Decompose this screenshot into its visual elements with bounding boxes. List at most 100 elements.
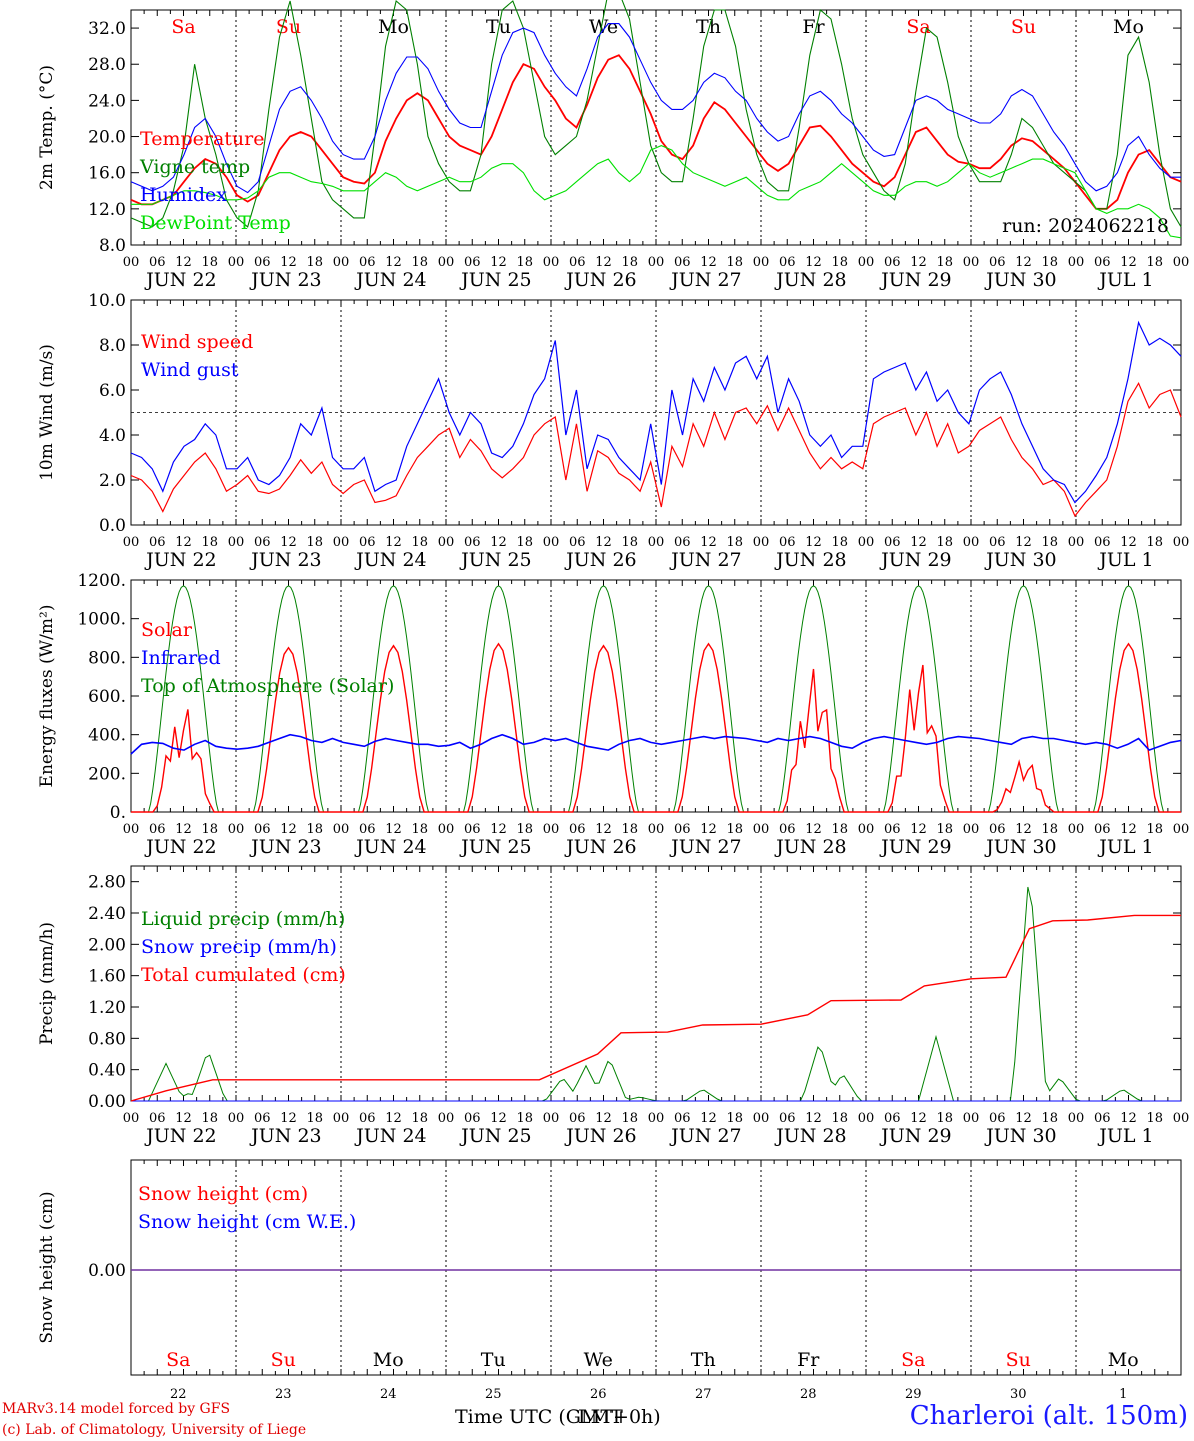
hour-tick-label: 12 bbox=[490, 535, 507, 550]
y-axis-label: 2m Temp. (°C) bbox=[37, 65, 57, 190]
hour-tick-label: 06 bbox=[569, 822, 586, 837]
hour-tick-label: 12 bbox=[805, 1111, 822, 1126]
panel-4: 0.00 0.40 0.80 1.20 1.60 2.00 2.40 2.80 Precip (… bbox=[37, 865, 1189, 1147]
x-axis-label: Time UTC (GMT+0h) bbox=[455, 1406, 661, 1428]
hour-tick-label: 18 bbox=[201, 822, 218, 837]
panel-5: Snow height (cm) 0.00 Sa Su Mo Tu We Th Fr Sa Su Mo… bbox=[37, 1159, 1182, 1428]
hour-tick-label: 00 bbox=[543, 255, 560, 270]
hour-tick-label: 06 bbox=[779, 535, 796, 550]
x-axis-label-overprint: LMT bbox=[578, 1406, 623, 1428]
date-label: JUN 26 bbox=[564, 836, 636, 858]
hour-tick-label: 00 bbox=[858, 255, 875, 270]
hour-tick-label: 12 bbox=[910, 535, 927, 550]
date-label: JUN 30 bbox=[984, 1125, 1056, 1147]
legend-top-of-atmosphere-solar-: Top of Atmosphere (Solar) bbox=[141, 675, 394, 697]
date-label: JUN 26 bbox=[564, 269, 636, 291]
hour-tick-label: 18 bbox=[411, 822, 428, 837]
legend-humidex: Humidex bbox=[140, 184, 227, 206]
day-number-label: 30 bbox=[1010, 1387, 1027, 1402]
hour-tick-label: 12 bbox=[1015, 1111, 1032, 1126]
y-tick-label: 2.80 bbox=[88, 873, 126, 893]
hour-tick-label: 06 bbox=[779, 1111, 796, 1126]
hour-tick-label: 18 bbox=[726, 822, 743, 837]
day-number-label: 26 bbox=[590, 1387, 607, 1402]
date-label: JUN 25 bbox=[459, 1125, 531, 1147]
date-label: JUN 25 bbox=[459, 836, 531, 858]
hour-tick-label: 06 bbox=[989, 255, 1006, 270]
date-label: JUN 29 bbox=[879, 836, 951, 858]
date-label: JUN 22 bbox=[144, 549, 216, 571]
hour-tick-label: 12 bbox=[805, 535, 822, 550]
date-label: JUN 23 bbox=[249, 269, 321, 291]
hour-tick-label: 12 bbox=[595, 1111, 612, 1126]
hour-tick-label: 00 bbox=[123, 535, 140, 550]
hour-tick-label: 12 bbox=[700, 822, 717, 837]
hour-tick-label: 00 bbox=[753, 1111, 770, 1126]
hour-tick-label: 12 bbox=[175, 255, 192, 270]
y-tick-label: 10.0 bbox=[88, 291, 126, 311]
hour-tick-label: 00 bbox=[438, 255, 455, 270]
hour-tick-label: 18 bbox=[306, 1111, 323, 1126]
series-wind-gust bbox=[130, 320, 1182, 504]
legend-liquid-precip-mm-h-: Liquid precip (mm/h) bbox=[141, 908, 345, 930]
hour-tick-label: 06 bbox=[1094, 1111, 1111, 1126]
hour-tick-label: 12 bbox=[490, 1111, 507, 1126]
hour-tick-label: 18 bbox=[516, 255, 533, 270]
hour-tick-label: 18 bbox=[306, 535, 323, 550]
y-tick-label: 0.00 bbox=[88, 1261, 126, 1281]
y-axis-label: 10m Wind (m/s) bbox=[37, 344, 57, 481]
hour-tick-label: 00 bbox=[1173, 535, 1190, 550]
hour-tick-label: 12 bbox=[805, 822, 822, 837]
date-label: JUN 30 bbox=[984, 269, 1056, 291]
weekday-label: We bbox=[589, 16, 618, 38]
y-axis-label: Snow height (cm) bbox=[37, 1191, 57, 1343]
day-number-label: 22 bbox=[170, 1387, 187, 1402]
y-tick-label: 600. bbox=[88, 687, 126, 707]
hour-tick-label: 00 bbox=[858, 1111, 875, 1126]
hour-tick-label: 18 bbox=[516, 822, 533, 837]
hour-tick-label: 18 bbox=[831, 255, 848, 270]
hour-tick-label: 06 bbox=[254, 255, 271, 270]
model-credit-line-1: MARv3.14 model forced by GFS bbox=[2, 1401, 231, 1417]
hour-tick-label: 18 bbox=[201, 535, 218, 550]
date-label: JUN 25 bbox=[459, 269, 531, 291]
hour-tick-label: 00 bbox=[963, 1111, 980, 1126]
series-solar bbox=[131, 642, 1181, 813]
hour-tick-label: 18 bbox=[621, 822, 638, 837]
hour-tick-label: 00 bbox=[228, 822, 245, 837]
weekday-label: Sa bbox=[906, 16, 930, 38]
y-tick-label: 24.0 bbox=[88, 91, 126, 111]
weekday-label: Sa bbox=[171, 16, 195, 38]
hour-tick-label: 00 bbox=[1068, 255, 1085, 270]
hour-tick-label: 00 bbox=[228, 535, 245, 550]
model-credit-line-2: (c) Lab. of Climatology, University of L… bbox=[2, 1422, 307, 1438]
hour-tick-label: 06 bbox=[674, 535, 691, 550]
hour-tick-label: 00 bbox=[648, 1111, 665, 1126]
y-tick-label: 32.0 bbox=[88, 19, 126, 39]
hour-tick-label: 06 bbox=[674, 1111, 691, 1126]
y-tick-label: 2.00 bbox=[88, 935, 126, 955]
date-label: JUN 28 bbox=[774, 269, 846, 291]
hour-tick-label: 06 bbox=[884, 535, 901, 550]
hour-tick-label: 12 bbox=[595, 535, 612, 550]
date-label: JUN 30 bbox=[984, 549, 1056, 571]
legend-snow-precip-mm-h-: Snow precip (mm/h) bbox=[141, 936, 337, 958]
date-label: JUN 28 bbox=[774, 836, 846, 858]
hour-tick-label: 18 bbox=[621, 535, 638, 550]
hour-tick-label: 18 bbox=[411, 1111, 428, 1126]
hour-tick-label: 12 bbox=[490, 255, 507, 270]
series-infrared bbox=[130, 733, 1182, 755]
hour-tick-label: 06 bbox=[569, 1111, 586, 1126]
date-label: JUN 24 bbox=[354, 269, 426, 291]
hour-tick-label: 00 bbox=[753, 535, 770, 550]
hour-tick-label: 18 bbox=[201, 255, 218, 270]
y-tick-label: 8.0 bbox=[99, 236, 126, 256]
series-vigne-temp bbox=[130, 0, 1182, 228]
series-dewpoint-temp bbox=[131, 145, 1182, 239]
series-temperature bbox=[130, 54, 1182, 210]
hour-tick-label: 18 bbox=[1146, 255, 1163, 270]
weekday-label: Su bbox=[271, 1349, 296, 1371]
date-label: JUN 29 bbox=[879, 1125, 951, 1147]
y-tick-label: 16.0 bbox=[88, 164, 126, 184]
date-label: JUL 1 bbox=[1097, 269, 1153, 291]
